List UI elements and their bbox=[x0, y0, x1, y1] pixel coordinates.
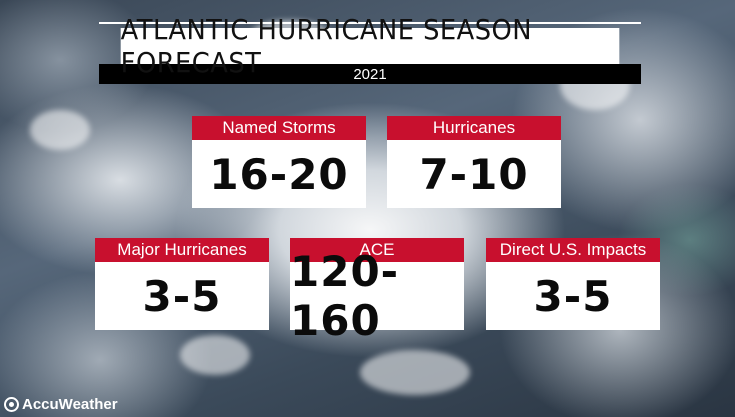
stat-card-hurricanes: Hurricanes 7-10 bbox=[387, 116, 561, 208]
stat-label: Hurricanes bbox=[387, 116, 561, 140]
forecast-header: ATLANTIC HURRICANE SEASON FORECAST 2021 bbox=[99, 13, 641, 84]
cloud-texture bbox=[360, 350, 470, 395]
stat-card-ace: ACE 120-160 bbox=[290, 238, 464, 345]
stat-card-named-storms: Named Storms 16-20 bbox=[192, 116, 366, 208]
stat-label: Named Storms bbox=[192, 116, 366, 140]
stat-label: Major Hurricanes bbox=[95, 238, 269, 262]
stat-label: ACE bbox=[290, 238, 464, 262]
cloud-texture bbox=[180, 335, 250, 375]
accuweather-logo-icon bbox=[4, 397, 19, 412]
page-title: ATLANTIC HURRICANE SEASON FORECAST bbox=[120, 13, 620, 79]
brand-name: AccuWeather bbox=[22, 396, 118, 413]
stat-value: 120-160 bbox=[290, 247, 464, 345]
stat-card-major-hurricanes: Major Hurricanes 3-5 bbox=[95, 238, 269, 330]
stat-card-direct-us-impacts: Direct U.S. Impacts 3-5 bbox=[486, 238, 660, 330]
stat-label: Direct U.S. Impacts bbox=[486, 238, 660, 262]
stat-value: 7-10 bbox=[387, 140, 561, 208]
season-year: 2021 bbox=[99, 64, 641, 84]
header-rule bbox=[99, 22, 641, 24]
stat-value: 16-20 bbox=[192, 140, 366, 208]
stat-value: 3-5 bbox=[95, 262, 269, 330]
cloud-texture bbox=[30, 110, 90, 150]
stat-value: 3-5 bbox=[486, 262, 660, 330]
accuweather-logo: AccuWeather bbox=[4, 396, 118, 413]
